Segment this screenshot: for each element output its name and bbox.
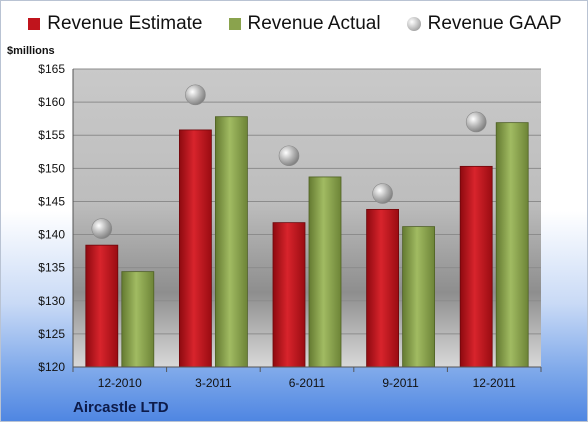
x-tick-label: 12-2011	[473, 376, 516, 390]
legend-swatch-revenue-gaap	[406, 17, 421, 31]
bar-revenue-actual-9-2011	[402, 226, 436, 368]
bar-revenue-estimate-12-2011	[459, 165, 493, 368]
point-revenue-gaap-12-2011	[465, 111, 487, 133]
legend: Revenue Estimate Revenue Actual Revenue …	[1, 9, 588, 39]
legend-label-revenue-gaap: Revenue GAAP	[427, 13, 562, 34]
x-tick-label: 3-2011	[195, 376, 232, 390]
legend-item-revenue-gaap: Revenue GAAP	[406, 13, 562, 35]
point-revenue-gaap-6-2011	[278, 145, 300, 167]
company-label: Aircastle LTD	[73, 399, 169, 416]
legend-label-revenue-estimate: Revenue Estimate	[47, 13, 203, 34]
y-tick-label: $145	[38, 194, 65, 208]
bar-revenue-estimate-6-2011	[272, 222, 306, 368]
legend-label-revenue-actual: Revenue Actual	[247, 13, 381, 34]
y-tick-label: $165	[38, 62, 65, 76]
bar-revenue-actual-6-2011	[308, 176, 342, 368]
x-tick-label: 9-2011	[382, 376, 419, 390]
bar-revenue-estimate-9-2011	[366, 208, 400, 368]
y-tick-label: $155	[38, 128, 65, 142]
legend-swatch-revenue-estimate	[28, 18, 41, 30]
point-revenue-gaap-12-2010	[91, 218, 113, 239]
y-axis-unit-label: $millions	[7, 45, 55, 57]
y-tick-label: $125	[38, 327, 65, 341]
point-revenue-gaap-3-2011	[185, 84, 206, 106]
y-tick-label: $130	[38, 294, 65, 308]
y-tick-label: $150	[38, 161, 65, 175]
bar-revenue-estimate-12-2010	[85, 244, 119, 368]
x-tick-label: 12-2010	[98, 376, 142, 390]
y-tick-label: $140	[38, 228, 65, 242]
bar-revenue-estimate-3-2011	[178, 129, 212, 368]
y-tick-label: $120	[38, 360, 65, 374]
bar-revenue-actual-12-2010	[121, 271, 155, 368]
y-tick-label: $160	[38, 95, 65, 109]
legend-item-revenue-estimate: Revenue Estimate	[28, 13, 203, 35]
bar-revenue-actual-12-2011	[495, 122, 529, 368]
x-tick-label: 6-2011	[289, 376, 326, 390]
y-tick-label: $135	[38, 261, 65, 275]
legend-swatch-revenue-actual	[228, 18, 241, 30]
point-revenue-gaap-9-2011	[372, 183, 393, 204]
legend-item-revenue-actual: Revenue Actual	[228, 13, 381, 35]
bar-revenue-actual-3-2011	[214, 116, 248, 368]
